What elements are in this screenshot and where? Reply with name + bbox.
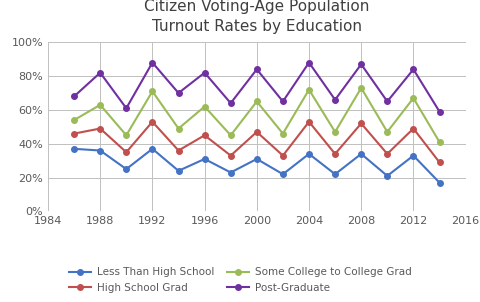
Post-Graduate — [254, 68, 260, 71]
Less Than High School — [202, 157, 207, 161]
Less Than High School — [384, 174, 390, 178]
Less Than High School — [176, 169, 181, 173]
Post-Graduate — [384, 100, 390, 103]
High School Grad — [150, 120, 156, 124]
Less Than High School — [71, 147, 77, 151]
High School Grad — [202, 133, 207, 137]
Post-Graduate — [332, 98, 338, 101]
Some College to College Grad — [254, 100, 260, 103]
Legend: Less Than High School, High School Grad, Some College to College Grad, Post-Grad: Less Than High School, High School Grad,… — [64, 263, 416, 297]
Less Than High School — [123, 167, 129, 171]
High School Grad — [228, 154, 234, 157]
Post-Graduate — [71, 95, 77, 98]
Post-Graduate — [150, 61, 156, 64]
Some College to College Grad — [71, 118, 77, 122]
Line: High School Grad: High School Grad — [72, 119, 442, 165]
Post-Graduate — [97, 71, 103, 75]
Some College to College Grad — [202, 105, 207, 108]
High School Grad — [306, 120, 312, 124]
Some College to College Grad — [150, 89, 156, 93]
Less Than High School — [97, 149, 103, 152]
High School Grad — [359, 122, 364, 125]
Less Than High School — [332, 172, 338, 176]
High School Grad — [123, 150, 129, 154]
Less Than High School — [306, 152, 312, 156]
High School Grad — [280, 154, 286, 157]
Post-Graduate — [280, 100, 286, 103]
Less Than High School — [359, 152, 364, 156]
High School Grad — [384, 152, 390, 156]
Post-Graduate — [359, 63, 364, 66]
High School Grad — [437, 161, 443, 164]
Post-Graduate — [410, 68, 416, 71]
High School Grad — [71, 132, 77, 135]
Less Than High School — [228, 171, 234, 174]
Post-Graduate — [437, 110, 443, 114]
Some College to College Grad — [123, 133, 129, 137]
High School Grad — [332, 152, 338, 156]
Post-Graduate — [176, 91, 181, 95]
Post-Graduate — [228, 101, 234, 105]
Less Than High School — [437, 181, 443, 185]
Some College to College Grad — [306, 88, 312, 92]
Title: Citizen Voting-Age Population
Turnout Rates by Education: Citizen Voting-Age Population Turnout Ra… — [144, 0, 370, 34]
High School Grad — [97, 127, 103, 130]
High School Grad — [176, 149, 181, 152]
Less Than High School — [254, 157, 260, 161]
Some College to College Grad — [280, 132, 286, 135]
Line: Less Than High School: Less Than High School — [72, 146, 442, 185]
Some College to College Grad — [384, 130, 390, 134]
High School Grad — [410, 127, 416, 130]
Post-Graduate — [123, 106, 129, 110]
Line: Post-Graduate: Post-Graduate — [72, 60, 442, 114]
Some College to College Grad — [228, 133, 234, 137]
Some College to College Grad — [97, 103, 103, 107]
Post-Graduate — [306, 61, 312, 64]
Some College to College Grad — [359, 86, 364, 90]
Post-Graduate — [202, 71, 207, 75]
Some College to College Grad — [410, 96, 416, 100]
Some College to College Grad — [176, 127, 181, 130]
Some College to College Grad — [332, 130, 338, 134]
Line: Some College to College Grad: Some College to College Grad — [72, 85, 442, 145]
Less Than High School — [280, 172, 286, 176]
Some College to College Grad — [437, 140, 443, 144]
Less Than High School — [410, 154, 416, 157]
Less Than High School — [150, 147, 156, 151]
High School Grad — [254, 130, 260, 134]
